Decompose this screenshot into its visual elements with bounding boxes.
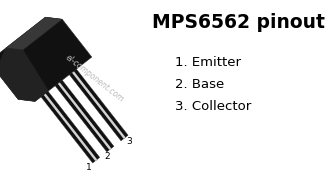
Polygon shape — [6, 17, 62, 50]
Polygon shape — [55, 79, 111, 150]
Text: 3: 3 — [127, 137, 132, 146]
Polygon shape — [69, 68, 126, 139]
Text: 1: 1 — [86, 163, 92, 172]
Polygon shape — [37, 87, 100, 163]
Text: 2. Base: 2. Base — [175, 77, 224, 90]
Polygon shape — [41, 90, 97, 161]
Text: 1. Emitter: 1. Emitter — [175, 55, 241, 68]
Polygon shape — [66, 64, 128, 141]
Polygon shape — [51, 76, 114, 152]
Polygon shape — [0, 48, 48, 101]
Text: 3. Collector: 3. Collector — [175, 99, 251, 112]
Text: MPS6562 pinout: MPS6562 pinout — [151, 12, 324, 32]
Polygon shape — [0, 17, 92, 101]
Text: el-component.com: el-component.com — [64, 52, 126, 103]
Text: 2: 2 — [105, 152, 110, 161]
